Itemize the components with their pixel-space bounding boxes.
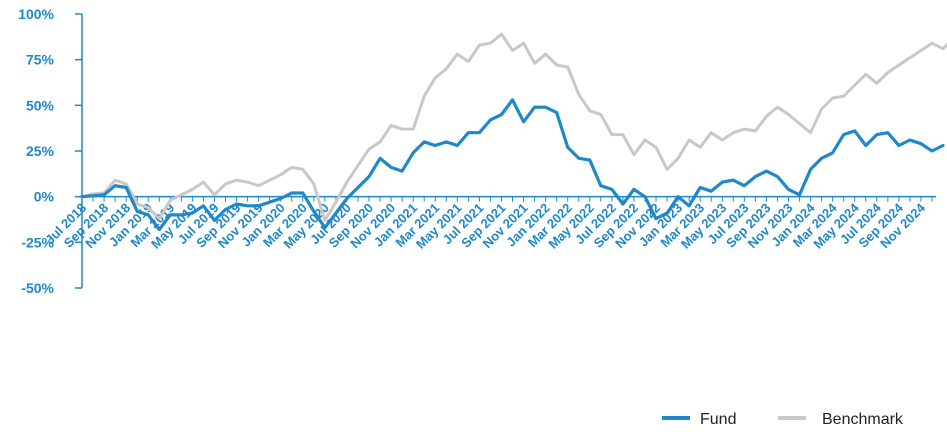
benchmark-series-line <box>80 32 947 222</box>
y-tick-label: 100% <box>18 6 54 22</box>
legend: Fund Benchmark <box>662 411 904 428</box>
y-axis: -50% -25% 0% 25% 50% 75% 100% <box>18 6 83 296</box>
y-tick-label: 50% <box>26 97 55 113</box>
y-tick-label: -25% <box>21 234 54 250</box>
series-lines <box>80 32 947 232</box>
y-tick-label: -50% <box>21 280 54 296</box>
y-tick-label: 25% <box>26 143 55 159</box>
legend-label-fund: Fund <box>700 411 736 428</box>
legend-label-benchmark: Benchmark <box>822 411 904 428</box>
y-tick-label: 0% <box>34 189 55 205</box>
y-tick-label: 75% <box>26 52 55 68</box>
fund-series-line <box>80 98 945 232</box>
